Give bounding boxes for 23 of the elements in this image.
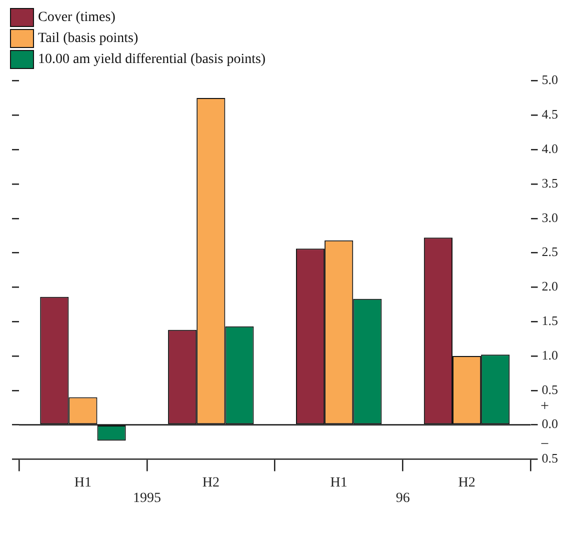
y-tick-label: 0.5: [542, 382, 558, 397]
y-tick-label: 3.5: [542, 175, 558, 190]
legend-label: Cover (times): [38, 10, 116, 26]
y-tick-label: 2.5: [542, 244, 558, 260]
y-tick-label: 1.0: [542, 347, 558, 362]
x-tick-label: H1: [330, 475, 348, 490]
text: 1995: [132, 490, 161, 506]
legend-label: Tail (basis points): [38, 30, 138, 46]
x-tick-label: H2: [458, 475, 476, 490]
text: −: [540, 436, 549, 453]
y-tick-label: 1.5: [542, 313, 558, 328]
y-tick-label: 4.5: [542, 106, 558, 122]
x-tick-label: H2: [202, 475, 220, 490]
y-tick-label: 3.0: [542, 210, 558, 225]
y-tick-label: 5.0: [542, 72, 558, 88]
y-tick-label: 4.0: [542, 141, 558, 156]
text: 96: [396, 490, 410, 506]
y-tick-label: 0.0: [542, 416, 558, 432]
x-tick-label: H1: [74, 475, 92, 490]
legend-label: 10.00 am yield differential (basis points): [38, 52, 266, 68]
y-tick-label: 0.5: [542, 450, 558, 466]
text: +: [540, 398, 549, 415]
y-tick-label: 2.0: [542, 278, 558, 294]
